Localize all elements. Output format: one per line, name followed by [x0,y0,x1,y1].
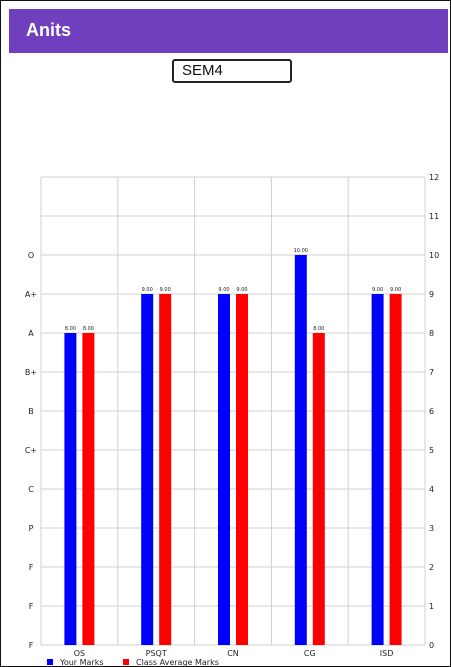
class-average-bar-psqt [159,294,172,645]
right-tick-label: 5 [429,446,434,455]
x-category-label: OS [74,649,85,658]
right-tick-label: 0 [429,641,434,650]
left-tick-label: C+ [25,446,37,455]
x-category-label: CN [227,649,239,658]
x-category-label: CG [304,649,316,658]
left-tick-label: F [29,602,34,611]
legend-swatch-your-marks [47,659,53,665]
your-marks-bar-os [64,333,77,645]
class-average-bar-cn [236,294,248,645]
bar-value-label: 9.00 [372,287,383,293]
left-grade-axis: F F F P C C+ B B+ A A+ O [25,251,37,650]
class-average-bar-os [82,333,95,645]
legend-label: Your Marks [59,658,104,667]
x-category-label: PSQT [146,649,167,658]
left-tick-label: A+ [25,290,37,299]
right-tick-label: 4 [429,485,434,494]
right-tick-label: 2 [429,563,434,572]
class-average-bar-cg [312,333,325,645]
semester-select[interactable]: SEM4 [172,59,292,83]
left-tick-label: O [28,251,34,260]
your-marks-bar-isd [371,294,384,645]
right-tick-label: 7 [429,368,434,377]
bar-value-label: 8.00 [83,326,94,332]
right-tick-label: 10 [429,251,439,260]
right-tick-label: 1 [429,602,434,611]
chart-bars: 8.00 8.00 9.00 9.00 9.00 9.00 10.00 8.00 9.00 9.0… [64,248,402,645]
bar-value-label: 9.00 [218,287,229,293]
bar-value-label: 9.00 [390,287,401,293]
bar-value-label: 8.00 [313,326,324,332]
bar-value-label: 8.00 [65,326,76,332]
chart-legend: Your Marks Class Average Marks [47,658,219,667]
left-tick-label: C [28,485,34,494]
left-tick-label: B [28,407,34,416]
semester-select-value: SEM4 [182,62,223,79]
chart-grid [40,176,426,646]
right-tick-label: 3 [429,524,434,533]
app-bar: Anits [9,9,448,53]
bar-value-label: 9.00 [142,287,153,293]
your-marks-bar-psqt [141,294,154,645]
legend-label: Class Average Marks [136,658,219,667]
left-tick-label: F [29,563,34,572]
class-average-bar-isd [389,294,402,645]
right-tick-label: 9 [429,290,434,299]
right-tick-label: 12 [429,173,439,182]
legend-swatch-class-average [123,659,129,665]
left-tick-label: B+ [25,368,37,377]
left-tick-label: A [28,329,34,338]
right-tick-label: 8 [429,329,434,338]
bar-value-label: 9.00 [160,287,171,293]
right-tick-label: 6 [429,407,434,416]
bar-value-label: 10.00 [294,248,308,254]
app-title: Anits [26,20,71,40]
left-tick-label: P [29,524,34,533]
bar-value-label: 9.00 [236,287,247,293]
your-marks-bar-cn [218,294,230,645]
right-tick-label: 11 [429,212,439,221]
your-marks-bar-cg [294,255,307,645]
x-category-label: ISD [380,649,394,658]
x-axis-labels: OS PSQT CN CG ISD [74,649,394,658]
left-tick-label: F [29,641,34,650]
